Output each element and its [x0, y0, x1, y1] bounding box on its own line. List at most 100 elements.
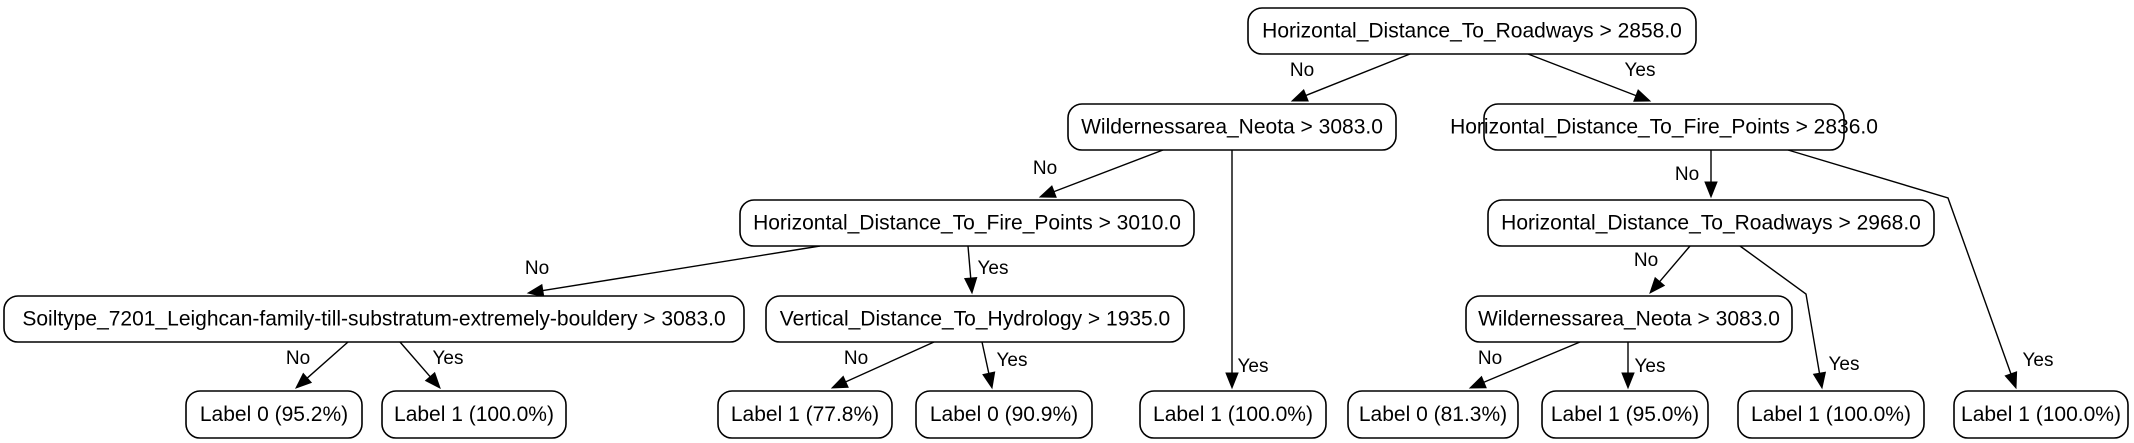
node-box — [1139, 390, 1327, 439]
edge-label-no: No — [286, 348, 310, 369]
arrowhead-icon — [2004, 371, 2018, 390]
node-box — [1487, 199, 1935, 247]
edge-label-no: No — [1675, 164, 1699, 185]
node-label: Label 1 (77.8%) — [731, 403, 879, 426]
node-box — [1247, 7, 1697, 55]
edge-n_ll-to-n_lll: No — [525, 245, 821, 298]
edge-line — [981, 341, 990, 374]
edge-line — [845, 341, 935, 383]
arrowhead-icon — [1468, 375, 1487, 389]
edge-label-yes: Yes — [1625, 60, 1656, 81]
leaf-node: Label 1 (100.0%) — [381, 390, 567, 439]
node-label: Label 1 (100.0%) — [1153, 403, 1313, 426]
node-box — [717, 390, 893, 439]
node-label: Label 0 (90.9%) — [930, 403, 1078, 426]
node-label: Label 0 (95.2%) — [200, 403, 348, 426]
node-box — [3, 295, 745, 343]
edge-label-yes: Yes — [433, 348, 464, 369]
edge-n_lll-to-n_lllr: Yes — [399, 341, 464, 390]
edge-label-no: No — [1290, 60, 1314, 81]
arrowhead-icon — [830, 375, 849, 389]
edge-line — [967, 245, 972, 279]
decision-node: Horizontal_Distance_To_Fire_Points > 301… — [739, 199, 1195, 247]
node-label: Vertical_Distance_To_Hydrology > 1935.0 — [780, 308, 1171, 331]
arrowhead-icon — [1290, 89, 1309, 102]
tree-nodes: Horizontal_Distance_To_Roadways > 2858.0… — [3, 7, 2129, 439]
tree-edges: No Yes No Yes No Yes No Yes No Yes No Yes No Yes No Yes — [286, 53, 2054, 390]
edge-label-yes: Yes — [2023, 350, 2054, 371]
edge-n_llr-to-n_llrl: No — [830, 341, 935, 389]
edge-n_llr-to-n_llrr: Yes — [981, 341, 1028, 390]
edge-n_rl-to-n_rlr: Yes — [1739, 245, 1860, 390]
node-label: Wildernessarea_Neota > 3083.0 — [1478, 308, 1780, 331]
arrowhead-icon — [1649, 276, 1666, 295]
arrowhead-icon — [1038, 185, 1057, 198]
edge-label-no: No — [1634, 250, 1658, 271]
decision-node: Wildernessarea_Neota > 3083.0 — [1465, 295, 1793, 343]
edge-label-yes: Yes — [978, 258, 1009, 279]
edge-line — [399, 341, 431, 378]
edge-line — [1787, 149, 2012, 375]
node-label: Label 1 (100.0%) — [1961, 403, 2121, 426]
edge-n_l-to-n_ll: No — [1033, 149, 1164, 198]
edge-label-no: No — [525, 258, 549, 279]
arrowhead-icon — [294, 372, 313, 389]
edge-n_rll-to-n_rllr: Yes — [1621, 342, 1666, 390]
node-label: Label 1 (100.0%) — [394, 403, 554, 426]
edge-line — [1483, 341, 1581, 383]
node-box — [1737, 390, 1925, 439]
edge-line — [1527, 53, 1637, 97]
leaf-node: Label 1 (100.0%) — [1139, 390, 1327, 439]
node-box — [739, 199, 1195, 247]
edge-root-to-n_l: No — [1290, 53, 1411, 102]
arrowhead-icon — [963, 276, 978, 295]
decision-node: Vertical_Distance_To_Hydrology > 1935.0 — [765, 295, 1185, 343]
node-box — [1347, 390, 1519, 439]
node-box — [1541, 390, 1709, 439]
edge-n_ll-to-n_llr: Yes — [963, 245, 1009, 295]
edge-label-no: No — [1033, 158, 1057, 179]
node-box — [1483, 103, 1845, 151]
arrowhead-icon — [1812, 371, 1827, 390]
decision-node: Soiltype_7201_Leighcan-family-till-subst… — [3, 295, 745, 343]
node-label: Horizontal_Distance_To_Fire_Points > 283… — [1450, 116, 1878, 139]
decision-node: Horizontal_Distance_To_Fire_Points > 283… — [1450, 103, 1878, 151]
node-box — [381, 390, 567, 439]
leaf-node: Label 1 (100.0%) — [1953, 390, 2129, 439]
arrowhead-icon — [424, 371, 441, 390]
node-label: Horizontal_Distance_To_Roadways > 2858.0 — [1262, 20, 1682, 43]
edge-root-to-n_r: Yes — [1527, 53, 1656, 102]
decision-node: Horizontal_Distance_To_Roadways > 2858.0 — [1247, 7, 1697, 55]
edge-line — [1305, 53, 1411, 97]
leaf-node: Label 0 (81.3%) — [1347, 390, 1519, 439]
edge-n_lll-to-n_llll: No — [286, 341, 349, 389]
arrowhead-icon — [1225, 372, 1239, 390]
node-box — [185, 390, 363, 439]
node-label: Wildernessarea_Neota > 3083.0 — [1081, 116, 1383, 139]
edge-label-yes: Yes — [997, 350, 1028, 371]
edge-label-yes: Yes — [1829, 354, 1860, 375]
node-box — [1465, 295, 1793, 343]
leaf-node: Label 0 (90.9%) — [915, 390, 1093, 439]
leaf-node: Label 1 (100.0%) — [1737, 390, 1925, 439]
edge-label-no: No — [1478, 348, 1502, 369]
arrowhead-icon — [982, 371, 996, 390]
leaf-node: Label 1 (77.8%) — [717, 390, 893, 439]
node-label: Label 1 (100.0%) — [1751, 403, 1911, 426]
node-label: Horizontal_Distance_To_Roadways > 2968.0 — [1501, 212, 1921, 235]
edge-n_rll-to-n_rlll: No — [1468, 341, 1581, 389]
decision-node: Horizontal_Distance_To_Roadways > 2968.0 — [1487, 199, 1935, 247]
node-label: Soiltype_7201_Leighcan-family-till-subst… — [22, 308, 725, 331]
decision-node: Wildernessarea_Neota > 3083.0 — [1067, 103, 1397, 151]
edge-label-yes: Yes — [1238, 356, 1269, 377]
arrowhead-icon — [526, 283, 545, 298]
edge-label-no: No — [844, 348, 868, 369]
edge-n_r-to-n_rr: Yes — [1787, 149, 2054, 390]
edge-n_rl-to-n_rll: No — [1634, 245, 1691, 295]
edge-line — [1659, 245, 1691, 283]
leaf-node: Label 0 (95.2%) — [185, 390, 363, 439]
node-box — [1067, 103, 1397, 151]
arrowhead-icon — [1621, 372, 1635, 390]
edge-n_l-to-n_lr: Yes — [1225, 150, 1269, 390]
edge-n_r-to-n_rl: No — [1675, 150, 1718, 199]
